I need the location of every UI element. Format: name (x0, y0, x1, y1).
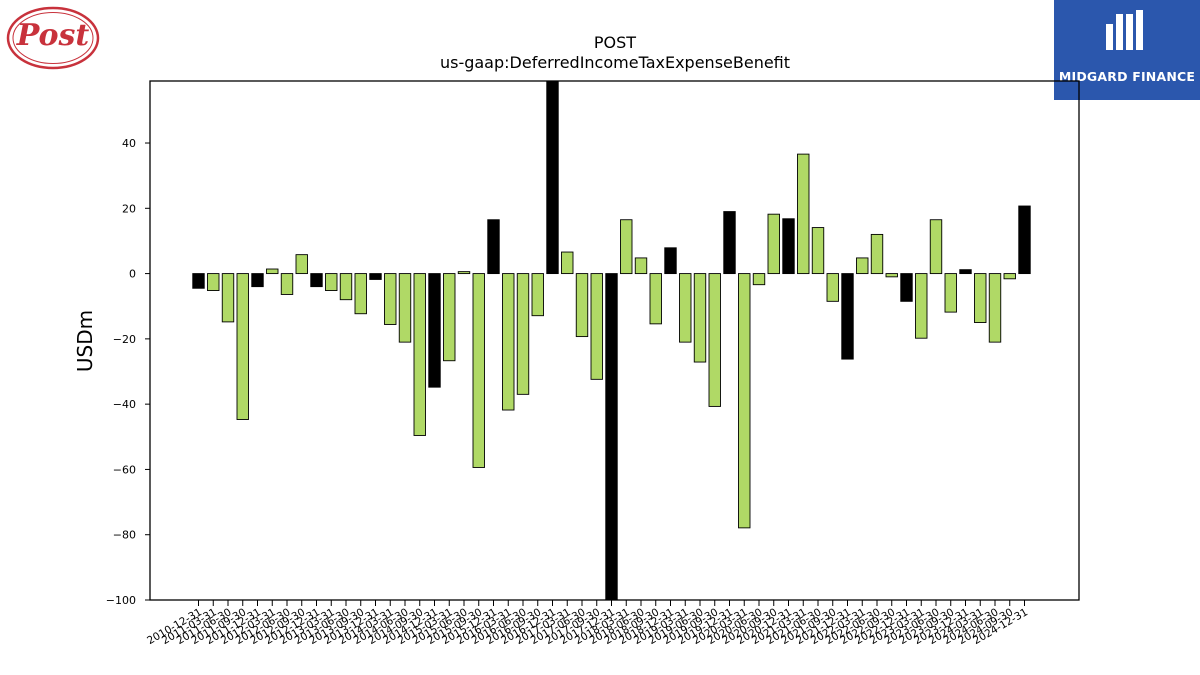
chart-title: POST (594, 33, 636, 52)
bar-2012-03-31 (266, 268, 279, 275)
plot-frame (149, 80, 1080, 601)
bar-2018-12-31 (664, 247, 677, 275)
bar-2011-06-30 (221, 273, 235, 323)
y-axis-label: USDm (73, 310, 97, 372)
y-tick-label: 0 (129, 268, 136, 281)
bar-2020-09-30 (767, 213, 780, 275)
bar-2022-12-31 (900, 273, 913, 302)
bar-2011-09-30 (236, 273, 249, 420)
y-tick-label: −40 (113, 398, 136, 411)
bar-2015-06-30 (457, 271, 471, 275)
midgard-m-icon (1106, 10, 1143, 50)
bar-2013-09-30 (354, 273, 367, 315)
y-tick-label: −20 (113, 333, 136, 346)
y-tick-label: −100 (106, 594, 136, 607)
chart-subtitle: us-gaap:DeferredIncomeTaxExpenseBenefit (440, 53, 790, 72)
bar-2024-12-31 (1018, 205, 1031, 275)
bar-2024-03-31 (974, 273, 987, 323)
bar-2024-09-30 (1003, 273, 1016, 280)
bar-2017-06-30 (575, 273, 589, 338)
bar-2022-03-31 (856, 257, 869, 275)
bar-2016-12-31 (546, 80, 559, 275)
post-logo-text: Post (16, 18, 90, 53)
post-logo: Post (6, 6, 100, 70)
post-logo-badge (6, 6, 100, 70)
bar-2019-06-30 (693, 273, 707, 363)
bar-2015-12-31 (487, 219, 500, 275)
bar-2020-06-30 (752, 273, 766, 286)
bar-2012-06-30 (280, 273, 294, 295)
y-tick-label: 20 (122, 202, 136, 215)
bar-2021-12-31 (841, 273, 854, 360)
bar-2017-12-31 (605, 273, 618, 601)
bar-2024-06-30 (988, 273, 1002, 343)
bar-2023-12-31 (959, 269, 972, 275)
bar-2010-12-31 (192, 273, 205, 289)
y-tick-label: −60 (113, 463, 136, 476)
bar-2022-09-30 (885, 273, 898, 278)
bar-2022-06-30 (870, 233, 884, 275)
bar-2016-09-30 (531, 273, 544, 317)
bar-2014-12-31 (428, 273, 441, 388)
bar-2017-09-30 (590, 273, 603, 380)
bar-2012-09-30 (295, 254, 308, 275)
bar-2013-03-31 (325, 273, 338, 291)
bar-2023-03-31 (915, 273, 928, 339)
bar-2023-09-30 (944, 273, 957, 313)
bar-2011-12-31 (251, 273, 264, 288)
midgard-finance-wordmark: MIDGARD FINANCE (1058, 69, 1196, 84)
bar-2023-06-30 (929, 219, 943, 275)
bars-group (192, 80, 1031, 601)
bar-2014-06-30 (398, 273, 412, 343)
bar-2015-03-31 (443, 273, 456, 362)
midgard-finance-logo: MIDGARD FINANCE (1054, 0, 1200, 100)
bar-2016-06-30 (516, 273, 530, 395)
bar-2021-03-31 (797, 153, 810, 275)
bar-2019-12-31 (723, 211, 736, 275)
bar-2021-06-30 (811, 227, 825, 275)
bar-2016-03-31 (502, 273, 515, 411)
bar-2017-03-31 (561, 251, 574, 275)
bar-2019-03-31 (679, 273, 692, 343)
bar-2018-03-31 (620, 219, 633, 275)
bar-2018-06-30 (634, 257, 648, 275)
bar-2015-09-30 (472, 273, 485, 468)
bar-2014-03-31 (384, 273, 397, 325)
bar-2012-12-31 (310, 273, 323, 288)
y-axis: −100 −80 −60 −40 −20 0 20 40 (106, 137, 150, 607)
bar-2013-06-30 (339, 273, 353, 301)
bar-2011-03-31 (207, 273, 220, 291)
bar-2018-09-30 (649, 273, 662, 325)
bar-2019-09-30 (708, 273, 721, 407)
x-axis: 2010-12-312011-03-312011-06-302011-09-30… (145, 600, 1030, 647)
bar-2020-12-31 (782, 218, 795, 275)
y-tick-label: 40 (122, 137, 136, 150)
bar-2014-09-30 (413, 273, 426, 436)
y-tick-label: −80 (113, 529, 136, 542)
bar-2021-09-30 (826, 273, 839, 302)
bar-2013-12-31 (369, 273, 382, 280)
bar-2020-03-31 (738, 273, 751, 529)
